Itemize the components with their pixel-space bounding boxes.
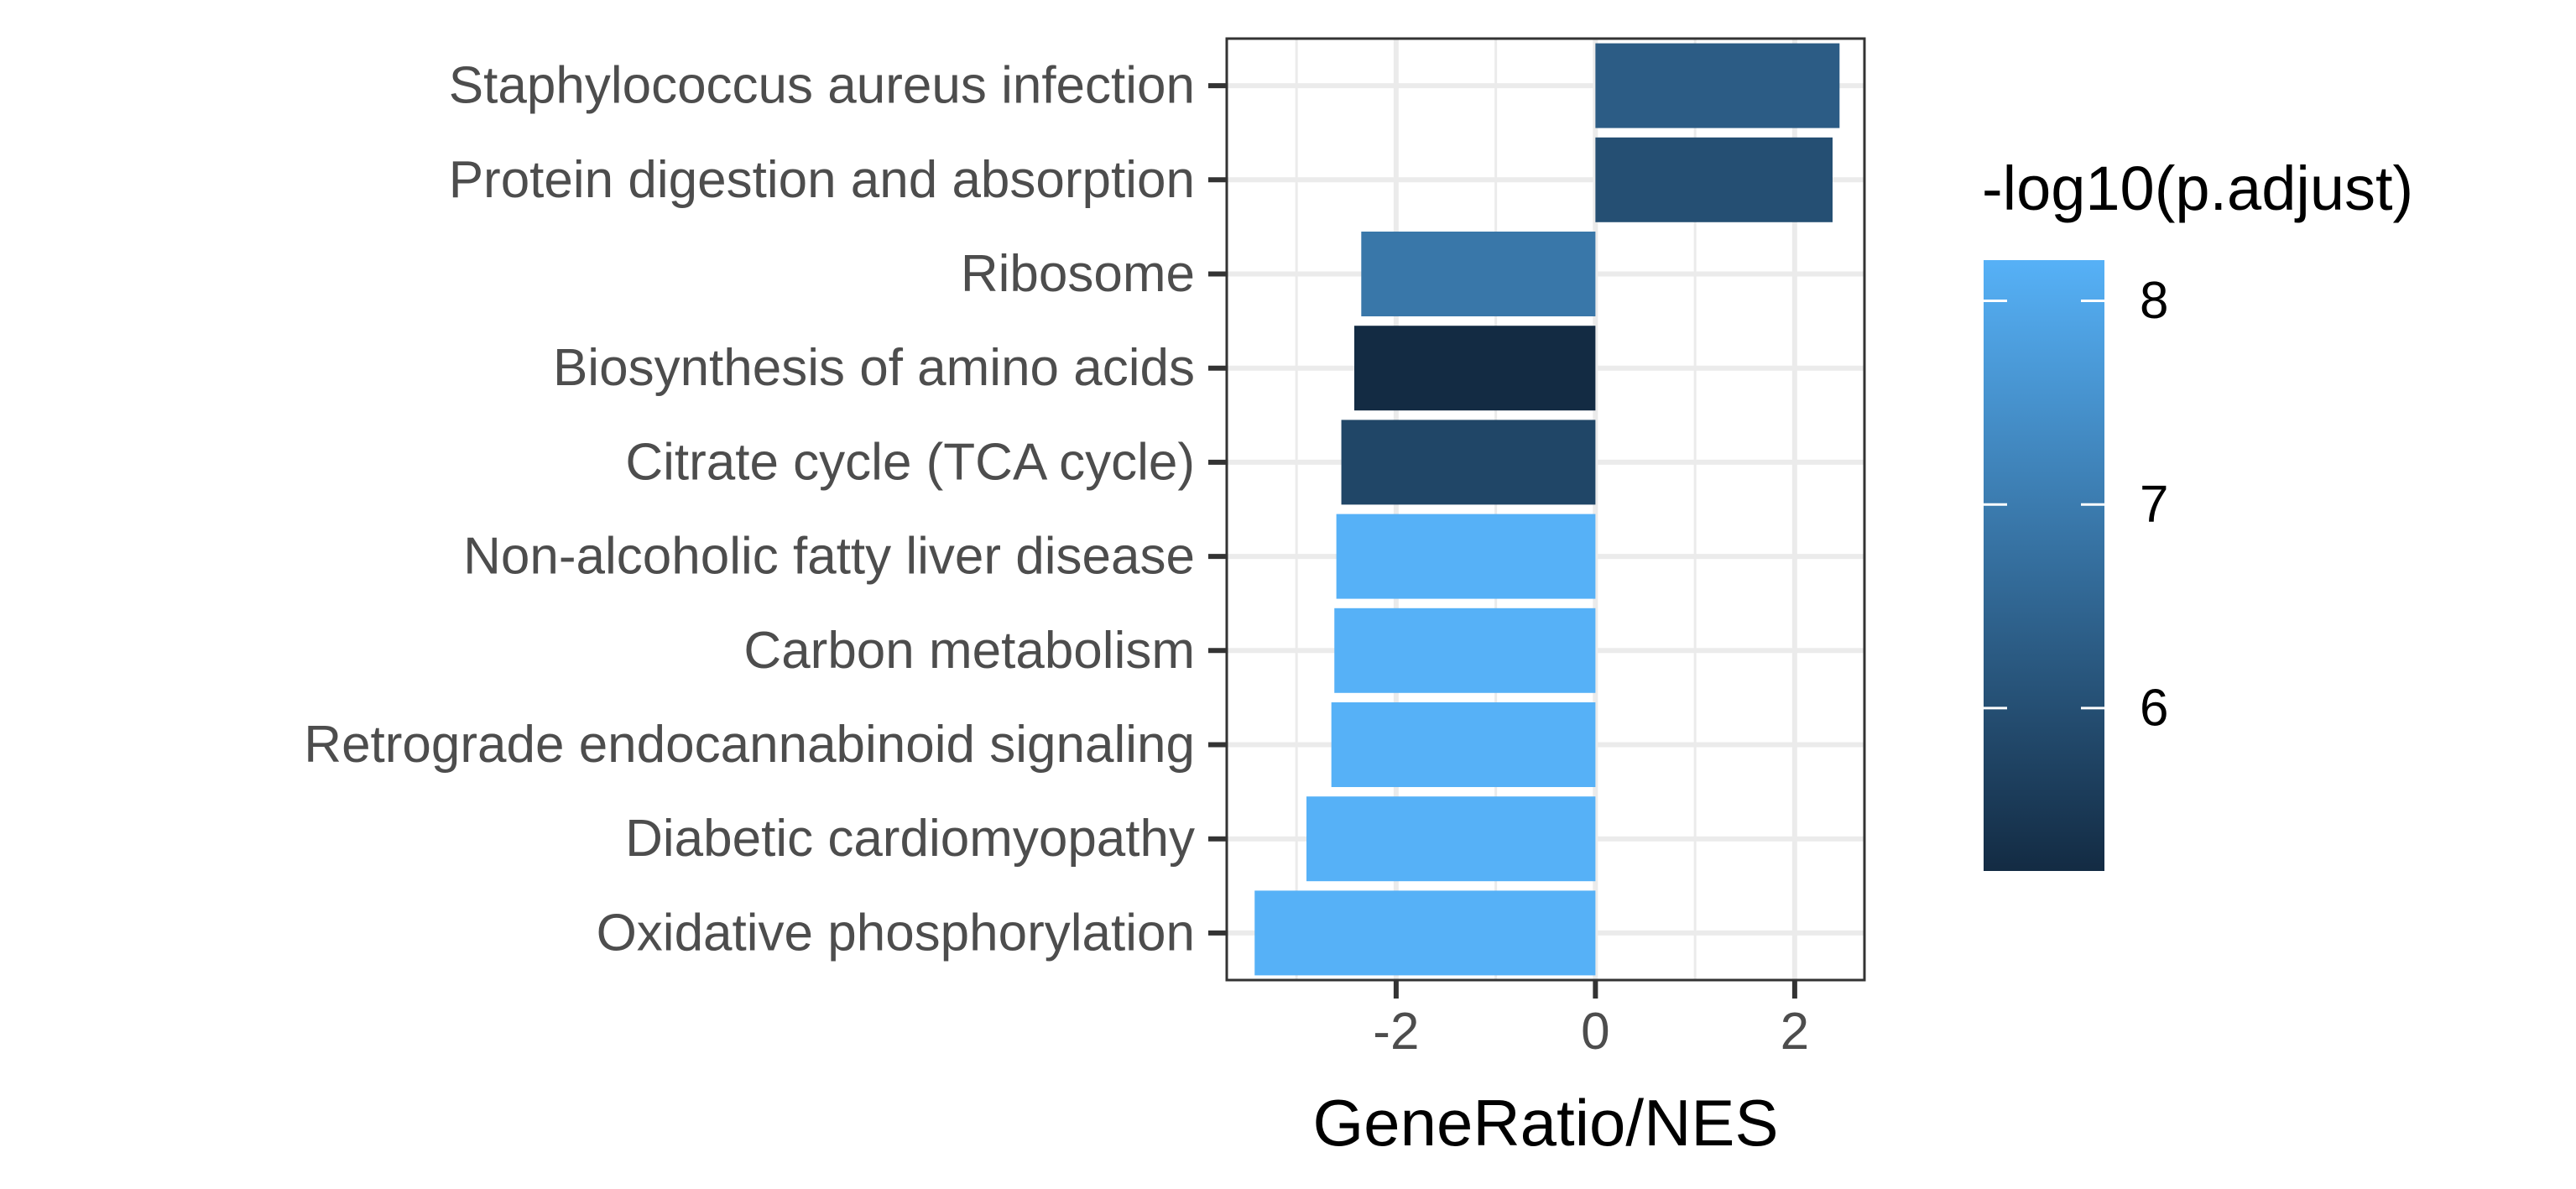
legend-tick-label: 8 — [2140, 272, 2168, 330]
category-label: Carbon metabolism — [743, 622, 1195, 680]
legend-ticks: 6 7 8 — [1984, 272, 2168, 737]
legend-tick-label: 6 — [2140, 679, 2168, 737]
category-label: Non-alcoholic fatty liver disease — [463, 528, 1195, 586]
bar — [1595, 43, 1840, 128]
bars — [1254, 43, 1840, 976]
legend-tick-label: 7 — [2140, 476, 2168, 534]
bar — [1254, 890, 1596, 976]
category-label: Retrograde endocannabinoid signaling — [304, 716, 1195, 774]
x-axis: -2 0 2 — [1373, 980, 1809, 1061]
y-axis: Staphylococcus aureus infection Protein d… — [304, 57, 1227, 962]
bar — [1334, 608, 1596, 693]
category-label: Ribosome — [961, 245, 1195, 303]
bar — [1336, 514, 1596, 599]
category-label: Staphylococcus aureus infection — [449, 57, 1195, 115]
category-label: Protein digestion and absorption — [449, 151, 1195, 209]
category-label: Biosynthesis of amino acids — [553, 339, 1195, 397]
x-axis-title: GeneRatio/NES — [1313, 1086, 1779, 1160]
legend-colorbar — [1984, 260, 2104, 871]
plot-panel-border — [1225, 37, 1866, 982]
bar — [1595, 137, 1833, 222]
category-label: Diabetic cardiomyopathy — [625, 810, 1195, 868]
legend-title: -log10(p.adjust) — [1982, 154, 2413, 223]
x-tick-label: -2 — [1373, 1003, 1419, 1061]
category-label: Citrate cycle (TCA cycle) — [625, 433, 1195, 491]
bar — [1354, 326, 1596, 411]
bar — [1306, 796, 1596, 882]
bar — [1341, 420, 1596, 505]
category-label: Oxidative phosphorylation — [597, 904, 1195, 962]
color-legend: -log10(p.adjust) 6 7 8 — [1982, 154, 2413, 871]
x-tick-label: 0 — [1581, 1003, 1609, 1061]
bar — [1331, 702, 1596, 787]
bar — [1361, 232, 1596, 316]
x-tick-label: 2 — [1781, 1003, 1809, 1061]
